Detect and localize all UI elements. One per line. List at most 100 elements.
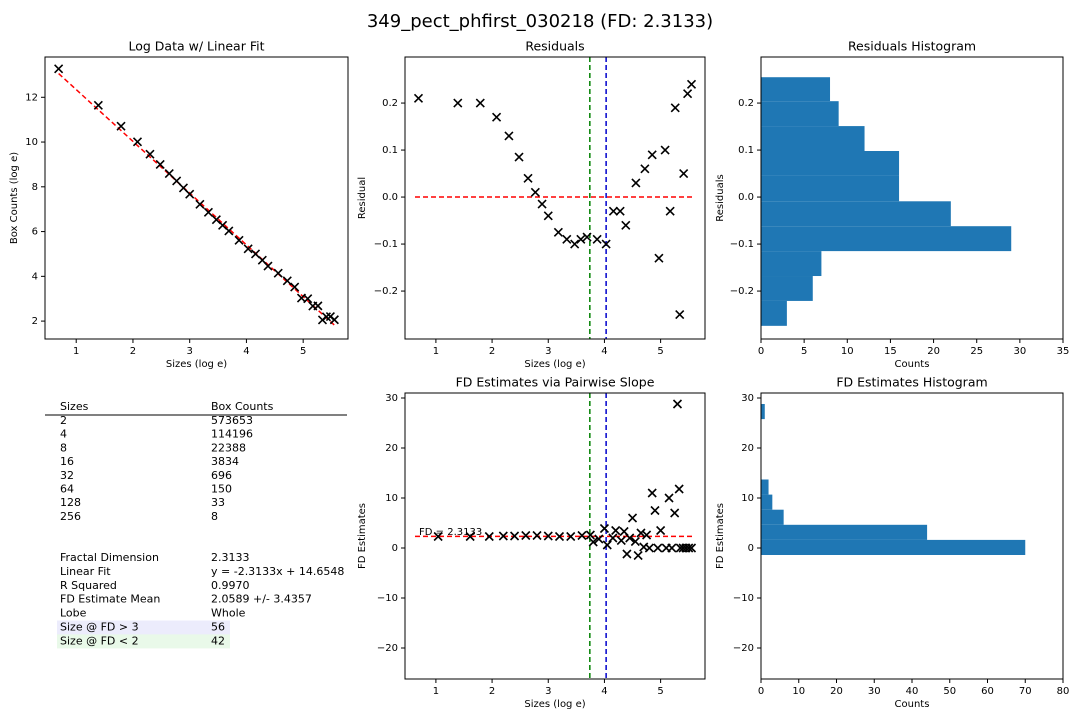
point <box>504 131 514 141</box>
table-cell: 114196 <box>211 428 253 441</box>
y-tick-label: 20 <box>385 443 398 454</box>
axis-title: Residuals Histogram <box>848 39 976 54</box>
point <box>625 533 635 543</box>
table-cell: 32 <box>60 469 74 482</box>
point <box>631 178 641 188</box>
stat-value: Whole <box>211 607 246 620</box>
point <box>263 261 273 271</box>
bar <box>761 101 839 127</box>
y-tick-label: 0 <box>392 543 398 554</box>
y-tick-label: 0.0 <box>738 192 754 203</box>
x-tick-label: 35 <box>1057 346 1070 357</box>
x-tick-label: 2 <box>489 346 495 357</box>
y-tick-label: 12 <box>25 92 38 103</box>
point <box>622 549 632 559</box>
stat-label: Lobe <box>60 607 87 620</box>
x-tick-label: 0 <box>758 686 764 697</box>
point <box>611 525 621 536</box>
x-tick-label: 50 <box>943 686 956 697</box>
bar <box>761 151 900 176</box>
bar <box>761 201 951 227</box>
point <box>195 199 205 209</box>
point <box>282 276 292 286</box>
point <box>116 121 126 131</box>
bar <box>761 524 928 540</box>
bar <box>761 77 831 102</box>
y-tick-label: −0.1 <box>374 239 398 250</box>
point <box>642 530 652 540</box>
bar <box>761 175 900 202</box>
bar <box>761 126 865 151</box>
point <box>453 98 463 108</box>
y-tick-label: 10 <box>25 137 38 148</box>
x-tick-label: 1 <box>433 686 439 697</box>
point <box>686 543 697 553</box>
y-tick-label: 10 <box>385 493 398 504</box>
point <box>509 531 520 541</box>
y-tick-label: −0.2 <box>374 286 398 297</box>
point <box>433 531 443 542</box>
y-tick-label: 4 <box>32 271 38 282</box>
point <box>647 488 657 498</box>
point <box>684 543 694 553</box>
axis-title: FD Estimates Histogram <box>836 375 987 390</box>
plot-frame <box>760 56 1064 340</box>
point <box>588 537 598 547</box>
point <box>537 199 547 209</box>
x-axis-label: Counts <box>895 699 930 710</box>
y-tick-label: 0.0 <box>382 192 398 203</box>
annotation: FD = 2.3133 <box>419 527 482 538</box>
point <box>636 528 646 538</box>
table-cell: 4 <box>60 428 67 441</box>
stat-label: FD Estimate Mean <box>60 593 160 606</box>
x-tick-label: 3 <box>545 346 551 357</box>
table-header: Sizes <box>60 400 89 413</box>
point <box>686 79 697 89</box>
y-tick-label: −20 <box>377 643 398 654</box>
table-cell: 128 <box>60 496 81 509</box>
table-cell: 16 <box>60 455 74 468</box>
y-tick-label: −0.1 <box>730 239 754 250</box>
table-cell: 3834 <box>211 455 239 468</box>
point <box>608 533 618 543</box>
y-axis-label: Residual <box>357 177 368 219</box>
y-axis-label: FD Estimates <box>715 503 726 569</box>
table-cell: 150 <box>211 483 232 496</box>
point <box>656 525 666 536</box>
point <box>413 93 424 103</box>
point <box>570 239 580 249</box>
y-tick-label: −0.2 <box>730 286 754 297</box>
plot-frame <box>44 56 349 340</box>
y-tick-label: −10 <box>377 593 398 604</box>
stat-label: Size @ FD > 3 <box>60 621 139 634</box>
x-tick-label: 80 <box>1057 686 1070 697</box>
table-cell: 573653 <box>211 414 253 427</box>
point <box>665 206 675 216</box>
x-tick-label: 3 <box>187 346 193 357</box>
y-tick-label: 2 <box>32 316 38 327</box>
point <box>640 164 650 174</box>
point <box>321 312 332 322</box>
bar <box>761 276 813 301</box>
point <box>627 513 638 523</box>
point <box>329 315 339 325</box>
point <box>303 294 313 304</box>
stat-value: y = -2.3133x + 14.6548 <box>211 565 344 578</box>
bar <box>761 539 1026 555</box>
point <box>683 89 693 99</box>
point <box>132 137 143 147</box>
point <box>672 399 683 409</box>
bar <box>761 479 769 495</box>
point <box>164 169 174 179</box>
point <box>608 206 618 216</box>
point <box>630 536 640 547</box>
axis-title: FD Estimates via Pairwise Slope <box>456 375 655 390</box>
plot-frame <box>404 56 706 340</box>
point <box>592 234 602 244</box>
table-cell: 8 <box>211 510 218 523</box>
stat-value: 2.0589 +/- 3.4357 <box>211 593 312 606</box>
table-cell: 2 <box>60 414 67 427</box>
plot-frame <box>760 392 1064 680</box>
x-axis-label: Sizes (log e) <box>166 359 227 370</box>
stat-value: 0.9970 <box>211 579 250 592</box>
